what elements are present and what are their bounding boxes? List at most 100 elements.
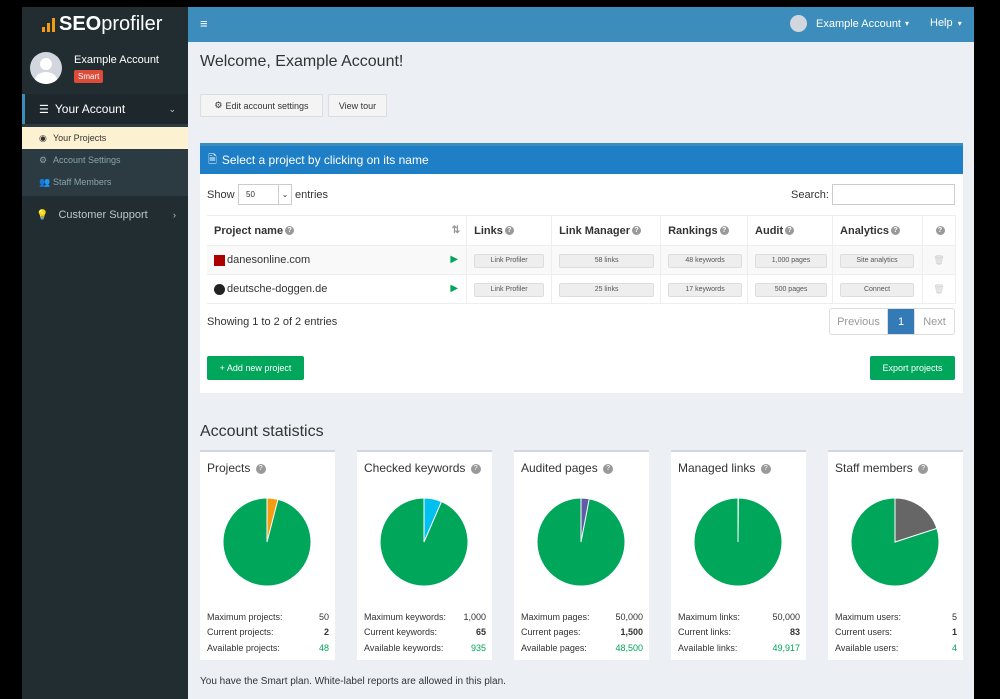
sidebar-item-label: Your Account <box>54 102 126 116</box>
trash-icon[interactable]: 🗑 <box>933 284 945 294</box>
stat-title-text: Checked keywords <box>364 461 466 475</box>
column-header-link-manager[interactable]: Link Manager? <box>551 215 662 246</box>
help-icon[interactable]: ? <box>603 463 614 474</box>
dashboard-icon: ◉ <box>39 132 47 143</box>
stat-label: Current projects: <box>207 627 274 638</box>
sidebar-item-your-account[interactable]: ☰ Your Account ⌄ <box>22 94 188 124</box>
link-profiler-button[interactable]: Link Profiler <box>474 282 545 297</box>
search-input[interactable] <box>832 184 955 205</box>
chevron-right-icon: › <box>173 210 176 220</box>
stat-row-max: Maximum links: 50,000 <box>678 609 800 625</box>
analytics-button[interactable]: Site analytics <box>840 253 915 268</box>
sidebar-item-your-projects[interactable]: ◉ Your Projects <box>22 127 188 149</box>
file-icon: 🗎 <box>208 153 217 166</box>
help-icon[interactable]: ? <box>719 226 729 236</box>
stat-label: Available keywords: <box>364 642 444 653</box>
stat-title: Managed links ? <box>678 461 771 475</box>
help-icon[interactable]: ? <box>255 463 266 474</box>
stat-title: Audited pages ? <box>521 461 614 475</box>
column-header-audit[interactable]: Audit? <box>747 215 834 246</box>
projects-box: 🗎 Select a project by clicking on its na… <box>200 143 963 393</box>
help-icon[interactable]: ? <box>504 226 514 236</box>
avatar <box>30 52 62 84</box>
entries-label: entries <box>295 189 329 201</box>
help-icon[interactable]: ? <box>918 463 929 474</box>
caret-down-icon: ▾ <box>905 19 910 28</box>
column-header-analytics[interactable]: Analytics? <box>832 215 923 246</box>
audit-button[interactable]: 1,000 pages <box>755 253 828 268</box>
add-new-project-button[interactable]: + Add new project <box>207 356 304 380</box>
project-name[interactable]: deutsche-doggen.de <box>227 283 328 295</box>
stat-value: 2 <box>323 627 329 638</box>
user-name: Example Account <box>74 53 159 66</box>
rankings-button[interactable]: 48 keywords <box>668 253 743 268</box>
stat-label: Maximum pages: <box>521 611 590 622</box>
stat-value: 48,500 <box>615 642 643 653</box>
stat-row-available: Available projects: 48 <box>207 640 329 656</box>
rankings-button[interactable]: 17 keywords <box>668 282 743 297</box>
hamburger-icon[interactable]: ≡ <box>200 16 208 31</box>
entries-value: 50 <box>246 190 255 199</box>
view-tour-button[interactable]: View tour <box>328 94 387 117</box>
link-profiler-button[interactable]: Link Profiler <box>474 253 545 268</box>
pie-chart <box>379 497 469 587</box>
connect-button[interactable]: Connect <box>840 282 915 297</box>
stat-row-current: Current links: 83 <box>678 625 800 641</box>
logo[interactable]: SEO profiler <box>22 7 188 42</box>
column-header-links[interactable]: Links? <box>466 215 553 246</box>
export-projects-button[interactable]: Export projects <box>870 356 955 380</box>
site-favicon-icon <box>214 283 225 295</box>
previous-button[interactable]: Previous <box>830 309 888 334</box>
help-icon[interactable]: ? <box>935 226 945 236</box>
help-dropdown[interactable]: Help ▾ <box>930 17 962 29</box>
logo-text: profiler <box>101 13 163 35</box>
pie-chart <box>850 497 940 587</box>
sidebar-item-customer-support[interactable]: 💡 Customer Support › <box>22 200 188 230</box>
table-row: danesonline.com ▶ Link Profiler 58 links… <box>207 245 956 275</box>
project-name-cell[interactable]: deutsche-doggen.de ▶ <box>207 274 468 304</box>
sidebar-item-label: Account Settings <box>53 155 121 165</box>
stat-label: Maximum projects: <box>207 611 283 622</box>
show-label: Show <box>207 189 235 201</box>
sidebar-item-account-settings[interactable]: ⚙ Account Settings <box>22 149 188 171</box>
project-name[interactable]: danesonline.com <box>227 254 311 266</box>
audit-button[interactable]: 500 pages <box>755 282 828 297</box>
account-dropdown[interactable]: Example Account ▾ <box>790 15 909 32</box>
app-frame: SEO profiler Example Account Smart ☰ Your… <box>22 7 974 699</box>
help-icon[interactable]: ? <box>785 226 795 236</box>
entries-select[interactable]: 50 ⌄ <box>238 184 292 205</box>
play-icon[interactable]: ▶ <box>450 283 459 294</box>
stat-value: 50,000 <box>772 611 800 622</box>
help-icon[interactable]: ? <box>470 463 481 474</box>
stat-row-current: Current users: 1 <box>835 625 957 641</box>
project-name-cell[interactable]: danesonline.com ▶ <box>207 245 468 275</box>
column-label: Link Manager <box>559 224 630 237</box>
column-header-rankings[interactable]: Rankings? <box>660 215 749 246</box>
help-icon[interactable]: ? <box>890 226 900 236</box>
help-icon[interactable]: ? <box>760 463 771 474</box>
sidebar-item-staff-members[interactable]: 👥 Staff Members <box>22 171 188 193</box>
help-icon[interactable]: ? <box>631 226 641 236</box>
stat-label: Available projects: <box>207 642 280 653</box>
next-button[interactable]: Next <box>914 309 954 334</box>
column-header-project-name[interactable]: Project name? ⇅ <box>207 215 468 246</box>
main-content: Welcome, Example Account! ⚙ Edit account… <box>188 42 974 699</box>
search-label: Search: <box>791 189 829 201</box>
stat-title: Staff members ? <box>835 461 929 475</box>
stat-box-pages: Audited pages ? Maximum pages: 50,000 Cur… <box>514 450 649 660</box>
help-label: Help <box>930 17 953 29</box>
edit-account-settings-button[interactable]: ⚙ Edit account settings <box>200 94 323 117</box>
link-manager-button[interactable]: 58 links <box>559 253 655 268</box>
trash-icon[interactable]: 🗑 <box>933 255 945 265</box>
help-icon[interactable]: ? <box>285 226 295 236</box>
users-icon: 👥 <box>39 176 51 187</box>
page-1-button[interactable]: 1 <box>888 309 914 334</box>
play-icon[interactable]: ▶ <box>450 254 459 265</box>
stat-row-max: Maximum pages: 50,000 <box>521 609 643 625</box>
table-info: Showing 1 to 2 of 2 entries <box>207 316 338 328</box>
logo-bars-icon <box>42 17 55 32</box>
stat-value: 4 <box>951 642 957 653</box>
link-manager-button[interactable]: 25 links <box>559 282 655 297</box>
sidebar-submenu: ◉ Your Projects ⚙ Account Settings 👥 Sta… <box>22 124 188 196</box>
sort-icon[interactable]: ⇅ <box>451 225 461 236</box>
